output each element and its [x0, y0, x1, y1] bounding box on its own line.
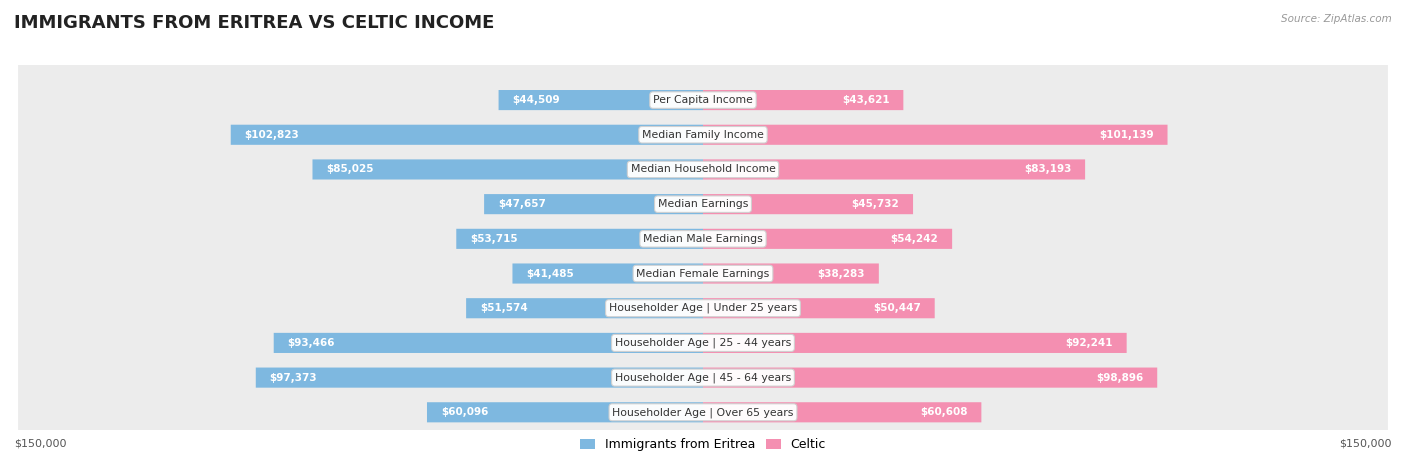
Text: Per Capita Income: Per Capita Income	[652, 95, 754, 105]
FancyBboxPatch shape	[17, 0, 1389, 467]
FancyBboxPatch shape	[484, 194, 703, 214]
FancyBboxPatch shape	[17, 0, 1389, 467]
FancyBboxPatch shape	[703, 298, 935, 318]
Text: Median Family Income: Median Family Income	[643, 130, 763, 140]
Text: $92,241: $92,241	[1066, 338, 1114, 348]
FancyBboxPatch shape	[231, 125, 703, 145]
FancyBboxPatch shape	[256, 368, 703, 388]
FancyBboxPatch shape	[17, 0, 1389, 467]
FancyBboxPatch shape	[17, 0, 1389, 467]
Text: $47,657: $47,657	[498, 199, 546, 209]
Text: Householder Age | 25 - 44 years: Householder Age | 25 - 44 years	[614, 338, 792, 348]
FancyBboxPatch shape	[312, 159, 703, 179]
FancyBboxPatch shape	[703, 159, 1085, 179]
Text: $44,509: $44,509	[512, 95, 560, 105]
Text: Median Female Earnings: Median Female Earnings	[637, 269, 769, 278]
FancyBboxPatch shape	[17, 0, 1389, 467]
Text: $41,485: $41,485	[526, 269, 574, 278]
FancyBboxPatch shape	[703, 194, 912, 214]
FancyBboxPatch shape	[703, 402, 981, 422]
Text: $50,447: $50,447	[873, 303, 921, 313]
Text: $98,896: $98,896	[1097, 373, 1143, 382]
FancyBboxPatch shape	[499, 90, 703, 110]
FancyBboxPatch shape	[512, 263, 703, 283]
FancyBboxPatch shape	[17, 0, 1389, 467]
Text: $150,000: $150,000	[14, 439, 66, 449]
Text: $53,715: $53,715	[470, 234, 517, 244]
Text: Median Male Earnings: Median Male Earnings	[643, 234, 763, 244]
Text: $54,242: $54,242	[890, 234, 938, 244]
Text: $83,193: $83,193	[1024, 164, 1071, 175]
Text: $150,000: $150,000	[1340, 439, 1392, 449]
Text: Householder Age | Under 25 years: Householder Age | Under 25 years	[609, 303, 797, 313]
FancyBboxPatch shape	[703, 125, 1167, 145]
Text: Householder Age | 45 - 64 years: Householder Age | 45 - 64 years	[614, 372, 792, 383]
FancyBboxPatch shape	[427, 402, 703, 422]
FancyBboxPatch shape	[17, 0, 1389, 467]
Text: $43,621: $43,621	[842, 95, 890, 105]
Text: $93,466: $93,466	[287, 338, 335, 348]
Text: $102,823: $102,823	[245, 130, 299, 140]
Text: $38,283: $38,283	[817, 269, 865, 278]
Text: $45,732: $45,732	[852, 199, 900, 209]
Text: Median Household Income: Median Household Income	[630, 164, 776, 175]
Text: $85,025: $85,025	[326, 164, 374, 175]
Legend: Immigrants from Eritrea, Celtic: Immigrants from Eritrea, Celtic	[575, 433, 831, 456]
Text: $60,096: $60,096	[440, 407, 488, 417]
Text: Householder Age | Over 65 years: Householder Age | Over 65 years	[612, 407, 794, 417]
FancyBboxPatch shape	[17, 0, 1389, 467]
FancyBboxPatch shape	[467, 298, 703, 318]
FancyBboxPatch shape	[703, 333, 1126, 353]
FancyBboxPatch shape	[703, 229, 952, 249]
FancyBboxPatch shape	[703, 263, 879, 283]
Text: Source: ZipAtlas.com: Source: ZipAtlas.com	[1281, 14, 1392, 24]
Text: $97,373: $97,373	[270, 373, 318, 382]
Text: Median Earnings: Median Earnings	[658, 199, 748, 209]
FancyBboxPatch shape	[274, 333, 703, 353]
Text: $60,608: $60,608	[920, 407, 967, 417]
FancyBboxPatch shape	[17, 0, 1389, 467]
FancyBboxPatch shape	[703, 368, 1157, 388]
Text: $51,574: $51,574	[479, 303, 527, 313]
FancyBboxPatch shape	[703, 90, 903, 110]
Text: $101,139: $101,139	[1099, 130, 1154, 140]
FancyBboxPatch shape	[457, 229, 703, 249]
Text: IMMIGRANTS FROM ERITREA VS CELTIC INCOME: IMMIGRANTS FROM ERITREA VS CELTIC INCOME	[14, 14, 495, 32]
FancyBboxPatch shape	[17, 0, 1389, 467]
